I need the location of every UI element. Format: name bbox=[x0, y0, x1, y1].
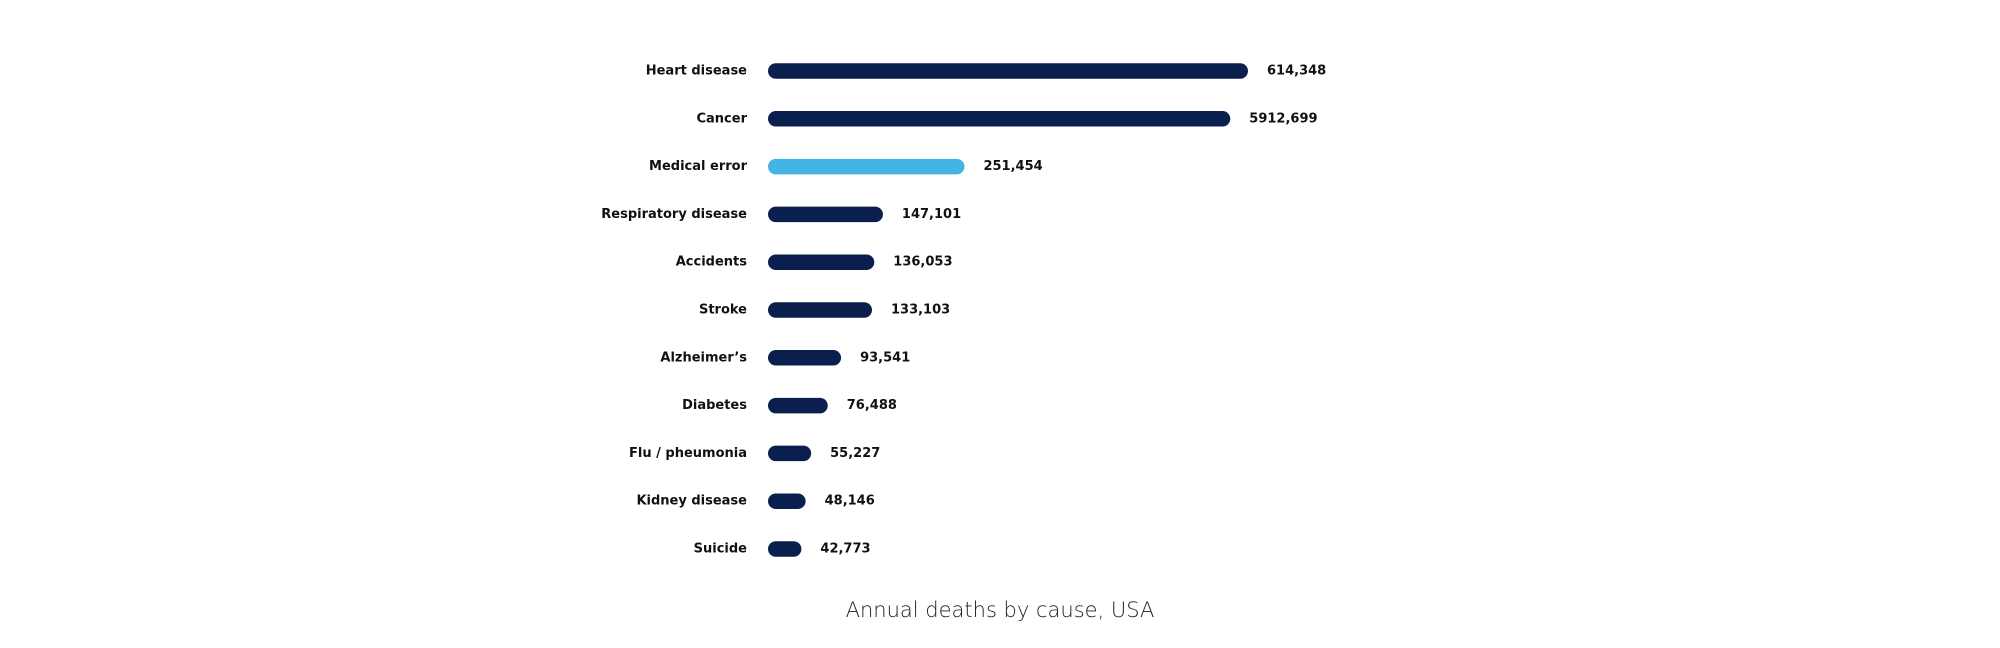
bar bbox=[768, 158, 965, 175]
category-label: Stroke bbox=[699, 303, 747, 318]
category-label: Alzheimer’s bbox=[660, 350, 747, 365]
category-label: Medical error bbox=[649, 159, 748, 174]
bar bbox=[768, 254, 875, 270]
bar bbox=[768, 302, 872, 318]
bar bbox=[768, 397, 828, 414]
category-label: Respiratory disease bbox=[601, 207, 747, 222]
bar bbox=[768, 111, 1231, 127]
value-label: 133,103 bbox=[891, 303, 950, 318]
bar bbox=[768, 206, 883, 223]
value-label: 147,101 bbox=[902, 207, 961, 222]
value-label: 55,227 bbox=[830, 446, 880, 461]
value-label: 42,773 bbox=[820, 542, 870, 557]
bar bbox=[768, 541, 802, 557]
value-label: 614,348 bbox=[1267, 64, 1326, 79]
bar bbox=[768, 63, 1248, 79]
category-label: Heart disease bbox=[646, 64, 747, 79]
category-label: Flu / pheumonia bbox=[629, 446, 747, 461]
value-label: 136,053 bbox=[893, 255, 952, 270]
category-label: Kidney disease bbox=[636, 494, 747, 509]
category-label: Diabetes bbox=[682, 398, 747, 413]
category-label: Cancer bbox=[696, 111, 747, 126]
bar bbox=[768, 493, 806, 509]
chart-title: Annual deaths by cause, USA bbox=[846, 598, 1155, 622]
value-label: 48,146 bbox=[825, 494, 875, 509]
bar bbox=[768, 445, 812, 462]
value-label: 93,541 bbox=[860, 350, 910, 365]
bar bbox=[768, 350, 842, 366]
value-label: 5912,699 bbox=[1249, 111, 1317, 126]
value-label: 251,454 bbox=[983, 159, 1042, 174]
category-label: Suicide bbox=[694, 542, 748, 557]
category-label: Accidents bbox=[676, 255, 748, 270]
value-label: 76,488 bbox=[847, 398, 897, 413]
